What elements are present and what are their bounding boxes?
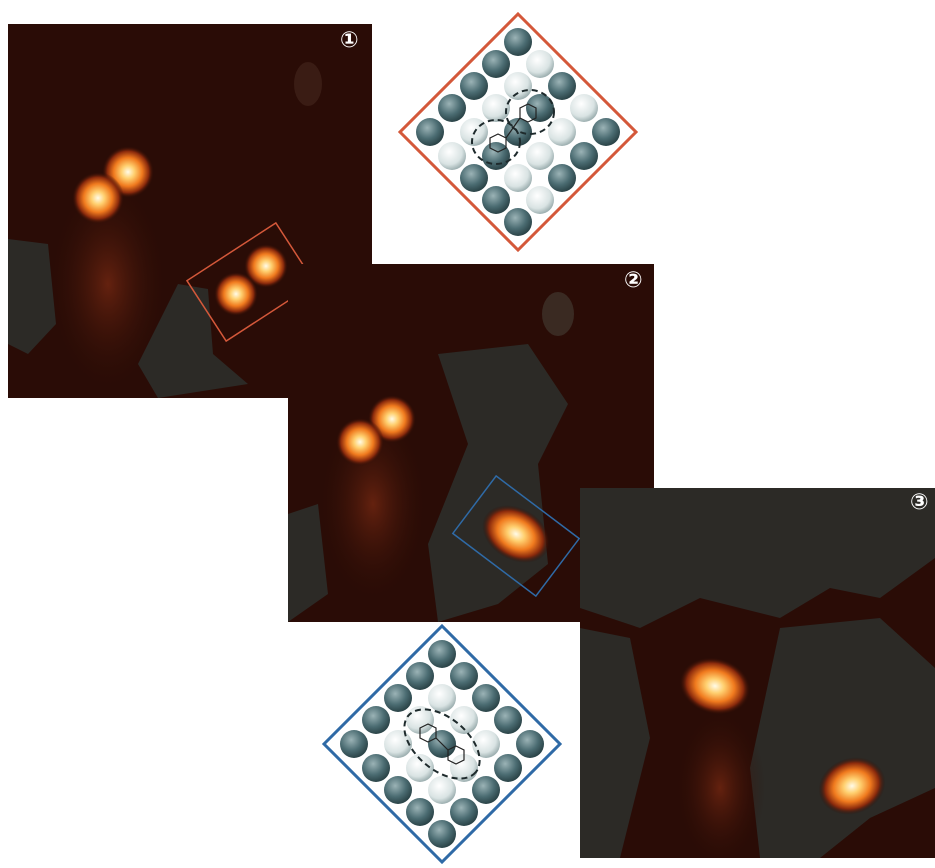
dim-region — [750, 618, 935, 858]
stm-panel-1: ① — [8, 24, 372, 398]
molecule-merged — [482, 505, 550, 563]
molecule-outline — [403, 708, 481, 780]
blue-marker-box — [451, 474, 581, 598]
orange-marker-box — [185, 221, 317, 343]
molecule-outline — [471, 119, 521, 165]
molecule-lobe — [244, 244, 288, 288]
molecule-lobe — [336, 418, 384, 466]
molecule-skeleton — [419, 723, 465, 765]
panel-label-3: ③ — [910, 490, 929, 515]
blue-lattice-inset — [321, 623, 563, 865]
molecule-lobe — [214, 272, 258, 316]
stm-panel-3: ③ — [580, 488, 935, 858]
molecule-merged — [679, 657, 751, 715]
molecule-outline — [505, 89, 555, 135]
dim-region — [138, 284, 248, 398]
molecule-merged — [818, 757, 886, 815]
dim-region — [580, 628, 650, 858]
dim-region — [288, 504, 328, 622]
panel-label-1: ① — [340, 28, 359, 53]
molecule-lobe — [72, 172, 124, 224]
dim-region — [580, 488, 935, 628]
stm-image-1 — [8, 24, 372, 398]
panel-label-2: ② — [624, 268, 643, 293]
orange-lattice-inset — [397, 11, 639, 253]
stm-image-3 — [580, 488, 935, 858]
dim-region — [8, 239, 56, 354]
molecule-skeleton — [489, 103, 537, 153]
